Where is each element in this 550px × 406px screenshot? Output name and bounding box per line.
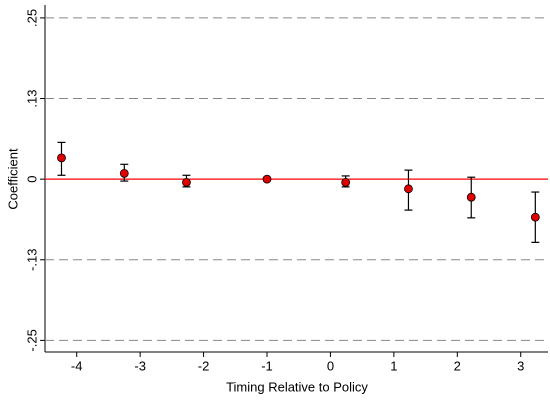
- point: [262, 174, 272, 184]
- y-tick-label: .25: [24, 9, 39, 27]
- point: [341, 177, 351, 187]
- point: [119, 168, 129, 178]
- y-tick-label: -.13: [24, 249, 39, 271]
- y-tick-label: -.25: [24, 329, 39, 351]
- x-tick-label: -3: [134, 358, 146, 373]
- y-tick-label: 0: [24, 176, 39, 183]
- y-axis-title: Coefficient: [5, 148, 20, 210]
- x-tick-label: 3: [517, 358, 524, 373]
- x-tick-label: -1: [261, 358, 273, 373]
- x-tick-label: 1: [390, 358, 397, 373]
- point: [57, 153, 66, 163]
- point: [182, 177, 191, 187]
- y-tick-label: .13: [24, 89, 39, 107]
- x-tick-label: 2: [454, 358, 461, 373]
- point: [530, 212, 540, 222]
- x-tick-label: -2: [198, 358, 210, 373]
- x-tick-label: 0: [327, 358, 334, 373]
- x-tick-label: -4: [71, 358, 83, 373]
- point: [466, 192, 476, 202]
- x-axis-title: Timing Relative to Policy: [226, 379, 368, 394]
- point: [404, 184, 413, 194]
